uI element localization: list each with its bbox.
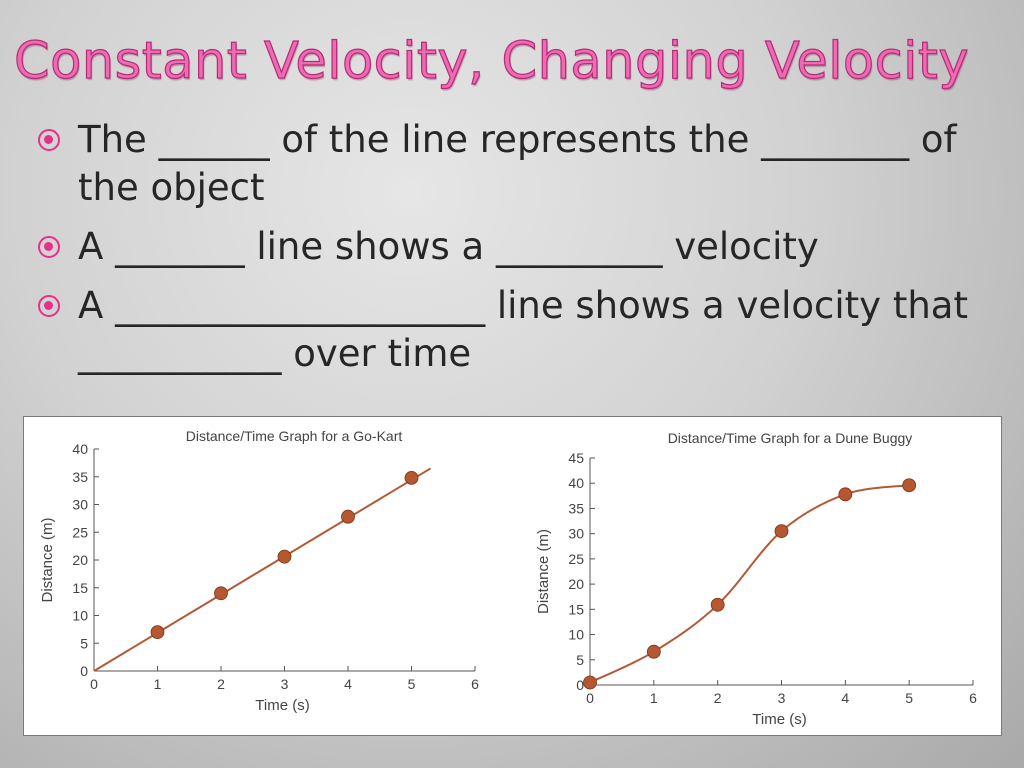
data-point [710, 597, 725, 612]
y-tick-label: 30 [568, 526, 584, 542]
bullet-item-3: A ____________________ line shows a velo… [38, 282, 1013, 378]
series-line [93, 467, 432, 672]
x-tick-label: 2 [217, 676, 225, 692]
y-tick-label: 10 [568, 627, 584, 643]
x-tick-label: 1 [154, 676, 162, 692]
data-point [214, 586, 228, 601]
y-tick-label: 15 [568, 601, 584, 617]
y-tick-label: 25 [568, 551, 584, 567]
y-tick-label: 35 [568, 500, 584, 516]
data-point [646, 644, 661, 659]
dune-buggy-chart: Distance/Time Graph for a Dune Buggy 0 1 2 3… [535, 430, 977, 728]
bullet-item-2: A _______ line shows a _________ velocit… [38, 223, 1013, 271]
x-tick-label: 5 [905, 690, 913, 706]
data-point [838, 487, 853, 502]
slide-title: Constant Velocity, Changing Velocity [13, 31, 970, 91]
bullet-text-3: A ____________________ line shows a velo… [78, 284, 968, 375]
data-point [341, 509, 355, 524]
y-tick-label: 20 [72, 552, 88, 568]
y-tick-label: 5 [576, 652, 584, 668]
y-tick-label: 15 [72, 580, 88, 596]
x-tick-label: 6 [969, 690, 977, 706]
figure-panel: Distance/Time Graph for a Go-Kart 0 1 2 3 4 5 6… [23, 416, 1002, 736]
x-axis-title: Time (s) [255, 697, 309, 714]
series-line [589, 484, 910, 684]
y-tick-label: 40 [72, 441, 88, 457]
bullet-text-2: A _______ line shows a _________ velocit… [78, 225, 819, 268]
chart-title: Distance/Time Graph for a Go-Kart [186, 428, 403, 444]
x-tick-label: 0 [90, 676, 98, 692]
y-tick-label: 30 [72, 497, 88, 513]
data-point [277, 549, 292, 564]
y-axis-title: Distance (m) [39, 517, 56, 602]
x-tick-label: 1 [650, 690, 658, 706]
data-point [902, 478, 917, 493]
x-tick-label: 2 [714, 690, 722, 706]
y-tick-label: 35 [72, 469, 88, 485]
bullet-item-1: The ______ of the line represents the __… [38, 116, 1013, 212]
y-tick-label: 10 [72, 608, 88, 624]
go-kart-chart: Distance/Time Graph for a Go-Kart 0 1 2 3 4 5 6… [39, 428, 479, 714]
bullet-list: The ______ of the line represents the __… [38, 116, 1013, 389]
x-tick-label: 5 [408, 676, 416, 692]
chart-title: Distance/Time Graph for a Dune Buggy [668, 430, 913, 446]
y-tick-label: 40 [568, 475, 584, 491]
data-point [404, 470, 419, 485]
y-tick-label: 45 [568, 450, 584, 466]
y-tick-label: 25 [72, 524, 88, 540]
x-tick-label: 0 [586, 690, 594, 706]
y-axis-title: Distance (m) [535, 529, 552, 614]
x-axis-title: Time (s) [752, 711, 806, 728]
x-tick-label: 4 [344, 676, 352, 692]
y-tick-label: 0 [576, 677, 584, 693]
x-tick-label: 4 [841, 690, 849, 706]
bullet-circle-icon [38, 295, 60, 317]
bullet-circle-icon [38, 236, 60, 258]
data-point [150, 625, 165, 640]
y-tick-label: 20 [568, 576, 584, 592]
y-tick-label: 0 [80, 663, 88, 679]
data-point [774, 524, 789, 539]
x-tick-label: 3 [281, 676, 289, 692]
data-point [583, 675, 597, 690]
x-tick-label: 6 [471, 676, 479, 692]
bullet-circle-icon [38, 129, 60, 151]
x-tick-label: 3 [778, 690, 786, 706]
y-tick-label: 5 [80, 635, 88, 651]
bullet-text-1: The ______ of the line represents the __… [78, 118, 957, 209]
